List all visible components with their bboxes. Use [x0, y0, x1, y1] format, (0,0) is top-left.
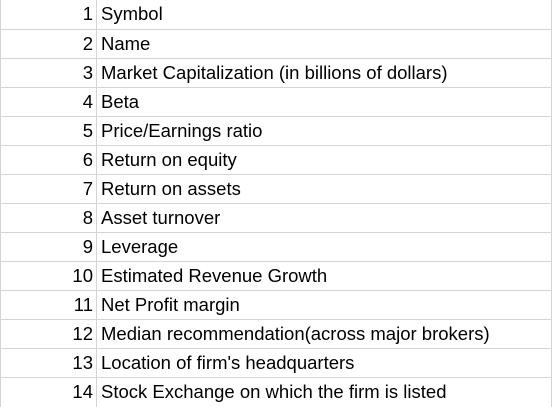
cell-number[interactable]: 2 — [1, 30, 97, 58]
table-row: 13 Location of firm's headquarters — [1, 349, 552, 378]
cell-text[interactable]: Symbol — [97, 0, 552, 29]
cell-number[interactable]: 13 — [1, 349, 97, 377]
cell-number[interactable]: 7 — [1, 175, 97, 203]
cell-number[interactable]: 12 — [1, 320, 97, 348]
cell-text[interactable]: Beta — [97, 88, 552, 116]
table-row: 10 Estimated Revenue Growth — [1, 262, 552, 291]
table-row: 9 Leverage — [1, 233, 552, 262]
cell-number[interactable]: 5 — [1, 117, 97, 145]
cell-number[interactable]: 11 — [1, 291, 97, 319]
table-row: 14 Stock Exchange on which the firm is l… — [1, 378, 552, 407]
cell-number[interactable]: 10 — [1, 262, 97, 290]
table-row: 12 Median recommendation(across major br… — [1, 320, 552, 349]
cell-text[interactable]: Market Capitalization (in billions of do… — [97, 59, 552, 87]
cell-number[interactable]: 1 — [1, 0, 97, 29]
table-row: 2 Name — [1, 30, 552, 59]
cell-number[interactable]: 6 — [1, 146, 97, 174]
cell-text[interactable]: Return on assets — [97, 175, 552, 203]
cell-number[interactable]: 14 — [1, 378, 97, 407]
table-row: 3 Market Capitalization (in billions of … — [1, 59, 552, 88]
cell-text[interactable]: Stock Exchange on which the firm is list… — [97, 378, 552, 407]
cell-text[interactable]: Name — [97, 30, 552, 58]
table-row: 7 Return on assets — [1, 175, 552, 204]
table-row: 1 Symbol — [1, 0, 552, 30]
cell-text[interactable]: Location of firm's headquarters — [97, 349, 552, 377]
cell-text[interactable]: Price/Earnings ratio — [97, 117, 552, 145]
cell-text[interactable]: Leverage — [97, 233, 552, 261]
table-row: 8 Asset turnover — [1, 204, 552, 233]
cell-text[interactable]: Median recommendation(across major broke… — [97, 320, 552, 348]
cell-number[interactable]: 4 — [1, 88, 97, 116]
cell-text[interactable]: Net Profit margin — [97, 291, 552, 319]
cell-text[interactable]: Asset turnover — [97, 204, 552, 232]
table-row: 11 Net Profit margin — [1, 291, 552, 320]
cell-number[interactable]: 8 — [1, 204, 97, 232]
cell-text[interactable]: Estimated Revenue Growth — [97, 262, 552, 290]
table-row: 4 Beta — [1, 88, 552, 117]
cell-text[interactable]: Return on equity — [97, 146, 552, 174]
table-row: 6 Return on equity — [1, 146, 552, 175]
cell-number[interactable]: 9 — [1, 233, 97, 261]
table-row: 5 Price/Earnings ratio — [1, 117, 552, 146]
cell-number[interactable]: 3 — [1, 59, 97, 87]
